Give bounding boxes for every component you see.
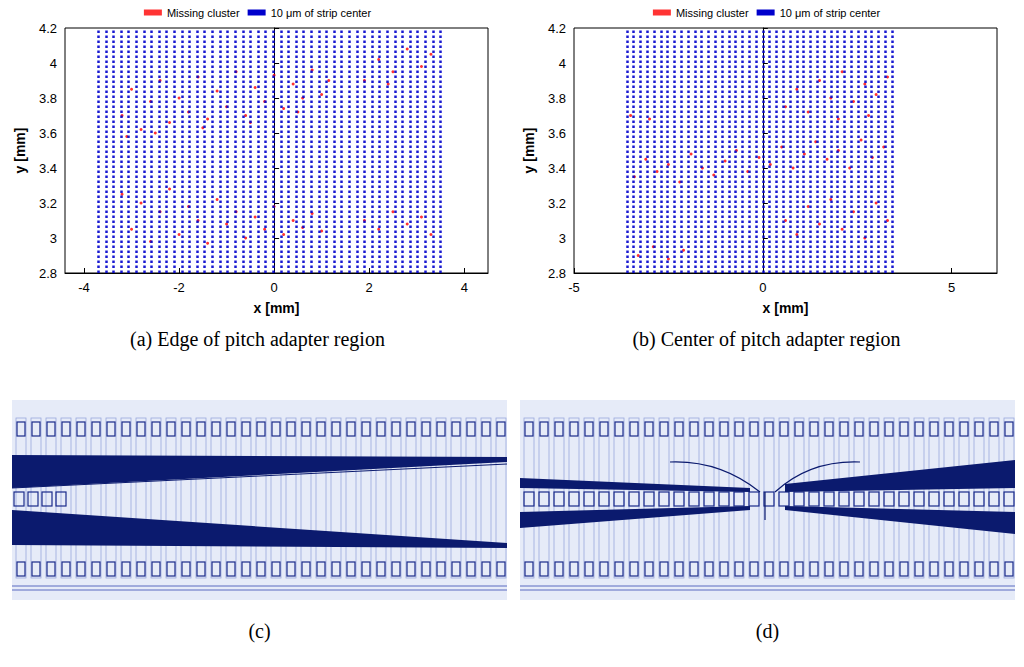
svg-text:5: 5 [948, 280, 955, 295]
svg-text:3.6: 3.6 [548, 126, 566, 141]
svg-text:y [mm]: y [mm] [521, 128, 537, 174]
svg-text:y [mm]: y [mm] [12, 128, 28, 174]
svg-text:2.8: 2.8 [39, 266, 57, 281]
svg-text:Missing cluster: Missing cluster [676, 7, 749, 19]
svg-text:3.4: 3.4 [548, 161, 566, 176]
html-text:(b) Center of pitch adapter re: (b) Center of pitch adapter region [632, 328, 901, 350]
html-text:(c): (c) [248, 620, 271, 642]
svg-text:4: 4 [559, 56, 566, 71]
svg-text:3.8: 3.8 [548, 91, 566, 106]
svg-text:4: 4 [50, 56, 57, 71]
svg-text:3: 3 [50, 231, 57, 246]
html-text:(a) Edge of pitch adapter regi: (a) Edge of pitch adapter region [130, 328, 385, 350]
svg-text:4: 4 [461, 280, 468, 295]
svg-text:10 μm of strip center: 10 μm of strip center [780, 7, 881, 19]
svg-text:3.2: 3.2 [39, 196, 57, 211]
svg-text:2: 2 [366, 280, 373, 295]
svg-text:3.2: 3.2 [548, 196, 566, 211]
svg-text:x [mm]: x [mm] [763, 300, 809, 316]
svg-text:3: 3 [559, 231, 566, 246]
svg-text:Missing cluster: Missing cluster [167, 7, 240, 19]
svg-text:0: 0 [759, 280, 766, 295]
svg-text:10 μm of strip center: 10 μm of strip center [271, 7, 372, 19]
svg-text:x [mm]: x [mm] [254, 300, 300, 316]
html-text:(d): (d) [755, 620, 780, 642]
svg-text:3.8: 3.8 [39, 91, 57, 106]
svg-text:-2: -2 [173, 280, 185, 295]
svg-text:0: 0 [271, 280, 278, 295]
svg-text:-4: -4 [78, 280, 90, 295]
svg-text:4.2: 4.2 [39, 21, 57, 36]
svg-text:-5: -5 [568, 280, 580, 295]
svg-text:3.6: 3.6 [39, 126, 57, 141]
svg-text:4.2: 4.2 [548, 21, 566, 36]
svg-text:3.4: 3.4 [39, 161, 57, 176]
svg-text:2.8: 2.8 [548, 266, 566, 281]
